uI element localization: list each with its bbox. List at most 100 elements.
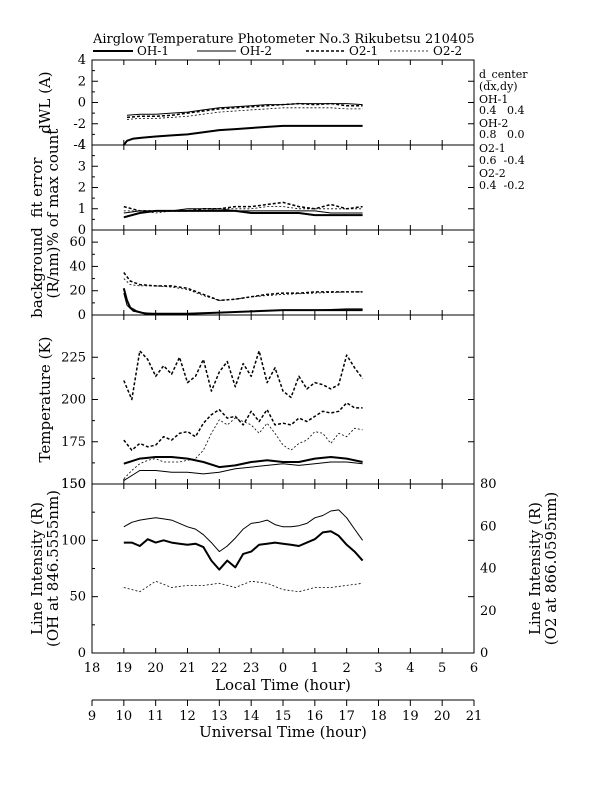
lt-tick-label-4: 22: [211, 661, 228, 676]
panel-bg: 0 20 40 60 background(R/nm): [28, 227, 475, 323]
ut-tick-label-9: 18: [370, 709, 387, 724]
ylabel-temp-0: Temperature (K): [36, 337, 54, 463]
ytick-right-label-1: 20: [480, 604, 497, 619]
lt-tick-label-9: 3: [374, 661, 382, 676]
panel-temp: 150 175 200 225 Temperature (K): [36, 314, 475, 492]
ylabel-right-1: (O2 at 866.0595nm): [542, 492, 560, 646]
lt-tick-label-8: 2: [343, 661, 351, 676]
ytick-label-int-2: 100: [61, 533, 86, 548]
legend: OH-1 OH-2 O2-1 O2-2: [93, 44, 462, 58]
ytick-right-label-3: 60: [480, 519, 497, 534]
lt-tick-label-11: 5: [438, 661, 446, 676]
series-temp-o2-1: [123, 402, 363, 451]
ylabel-fit-0: fit error: [28, 157, 46, 218]
ylabel-bg-0: background: [28, 227, 46, 318]
series-fit-oh-1: [123, 209, 363, 219]
series-dwl-oh-1: [123, 124, 363, 146]
ut-tick-label-2: 11: [147, 709, 164, 724]
lt-tick-label-6: 0: [279, 661, 287, 676]
ytick-label-dwl-2: 0: [78, 96, 86, 111]
series-int-o2-2: [123, 580, 363, 593]
ut-tick-label-0: 9: [88, 709, 96, 724]
ut-tick-label-5: 14: [243, 709, 260, 724]
ut-tick-label-12: 21: [466, 709, 483, 724]
ytick-label-temp-2: 200: [61, 393, 86, 408]
ylabel-int-0: Line Intensity (R): [28, 502, 46, 635]
ylabel-int-1: (OH at 846.5555nm): [44, 490, 62, 647]
ytick-label-fit-1: 1: [78, 202, 86, 217]
ut-tick-label-7: 16: [307, 709, 324, 724]
d-center-value-o22: 0.4 -0.2: [479, 179, 525, 192]
series-temp-oh-1: [123, 456, 363, 469]
ytick-label-bg-3: 60: [69, 235, 86, 250]
ytick-label-fit-4: 4: [78, 138, 86, 153]
panel-dwl: -4 -2 0 2 4 dWL (A): [36, 53, 475, 153]
lt-tick-label-10: 4: [406, 661, 414, 676]
d-center-value-oh2: 0.8 0.0: [479, 128, 524, 141]
panel-frame-fit: [91, 144, 475, 231]
ytick-label-temp-1: 175: [61, 435, 86, 450]
series-temp-o2-2: [123, 417, 363, 480]
ylabel-bg-1: (R/nm): [44, 247, 62, 299]
legend-label-3: O2-2: [433, 44, 462, 58]
series-fit-o2-1: [123, 201, 363, 212]
series-int-o2-1: [123, 350, 364, 401]
d-center-value-o21: 0.6 -0.4: [479, 154, 525, 167]
d-center-header: d_center: [479, 68, 528, 81]
ytick-label-fit-0: 0: [78, 223, 86, 238]
local-time-label: Local Time (hour): [215, 676, 351, 694]
legend-label-1: OH-2: [240, 44, 272, 58]
lt-tick-label-3: 21: [179, 661, 196, 676]
legend-label-0: OH-1: [137, 44, 169, 58]
series-bg-o2-2: [123, 278, 363, 301]
ytick-label-int-0: 0: [78, 646, 86, 661]
d-center-name-oh1: OH-1: [479, 93, 508, 106]
d-center-value-oh1: 0.4 0.4: [479, 104, 524, 117]
panel-fit: 0 1 2 3 4 fit error% of max count: [28, 129, 475, 247]
ytick-label-bg-0: 0: [78, 308, 86, 323]
ytick-label-fit-3: 3: [78, 159, 86, 174]
legend-label-2: O2-1: [349, 44, 378, 58]
panel-frame-dwl: [91, 59, 475, 146]
lt-tick-label-7: 1: [311, 661, 319, 676]
ytick-right-label-4: 80: [480, 477, 497, 492]
ytick-label-bg-2: 40: [69, 259, 86, 274]
d-center-subheader: (dx,dy): [479, 80, 518, 93]
series-int-oh-1: [123, 530, 364, 571]
ytick-label-dwl-4: 4: [78, 53, 86, 68]
lt-tick-label-5: 23: [243, 661, 260, 676]
ytick-label-temp-0: 150: [61, 477, 86, 492]
ut-tick-label-8: 17: [338, 709, 355, 724]
panel-frame-int: [91, 483, 475, 654]
series-bg-oh-2: [123, 292, 363, 315]
ytick-label-bg-1: 20: [69, 284, 86, 299]
ut-tick-label-1: 10: [116, 709, 133, 724]
d-center-name-oh2: OH-2: [479, 117, 508, 130]
ut-tick-label-11: 20: [434, 709, 451, 724]
ytick-label-dwl-3: 2: [78, 74, 86, 89]
series-fit-o2-2: [123, 206, 363, 214]
ut-tick-label-10: 19: [402, 709, 419, 724]
ytick-right-label-2: 40: [480, 562, 497, 577]
ylabel-dwl-0: dWL (A): [36, 71, 54, 133]
lt-tick-label-0: 18: [84, 661, 101, 676]
ytick-label-fit-2: 2: [78, 181, 86, 196]
series-bg-o2-1: [123, 272, 363, 302]
ut-tick-label-6: 15: [275, 709, 292, 724]
ut-tick-label-4: 13: [211, 709, 228, 724]
lt-tick-label-1: 19: [116, 661, 133, 676]
panel-int: 0 50 100 150 Line Intensity (R)(OH at 846.55…: [28, 350, 560, 661]
d-center-name-o21: O2-1: [479, 142, 506, 155]
series-dwl-oh-2: [126, 103, 363, 116]
d-center-table: d_center (dx,dy) OH-1 0.4 0.4 OH-2 0.8 0…: [479, 68, 528, 192]
panel-frame-temp: [91, 314, 475, 485]
series-dwl-o2-1: [126, 102, 363, 119]
ytick-label-temp-3: 225: [61, 350, 86, 365]
ytick-label-int-1: 50: [69, 590, 86, 605]
lt-tick-label-12: 6: [470, 661, 478, 676]
ytick-label-dwl-1: -2: [73, 117, 86, 132]
panels: -4 -2 0 2 4 dWL (A) 0 1 2 3 4 fit error% of max cou…: [28, 53, 560, 661]
d-center-name-o22: O2-2: [479, 167, 506, 180]
ylabel-fit-1: % of max count: [44, 129, 62, 247]
